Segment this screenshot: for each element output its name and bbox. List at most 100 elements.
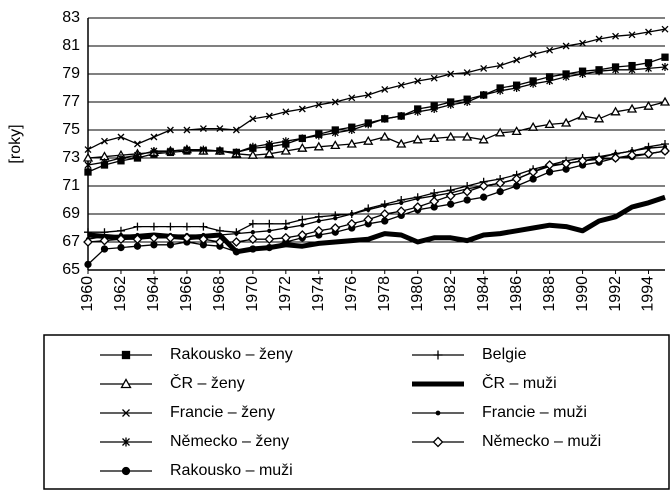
- marker: [264, 148, 275, 158]
- marker: [546, 46, 554, 54]
- marker: [282, 137, 290, 146]
- marker: [463, 98, 471, 106]
- series: [84, 25, 669, 154]
- marker: [265, 140, 273, 148]
- marker: [595, 67, 603, 76]
- marker: [660, 146, 670, 156]
- marker: [282, 108, 290, 116]
- marker: [181, 232, 192, 243]
- marker: [265, 219, 274, 228]
- line: [87, 66, 666, 166]
- marker: [396, 206, 407, 217]
- marker: [513, 84, 521, 92]
- marker: [150, 147, 158, 155]
- marker: [432, 436, 444, 448]
- marker: [480, 91, 488, 99]
- marker: [84, 260, 92, 269]
- marker: [249, 142, 257, 151]
- marker: [232, 126, 240, 134]
- marker: [366, 207, 371, 212]
- y-tick-label: 69: [62, 205, 80, 222]
- marker: [364, 91, 372, 99]
- marker: [529, 50, 537, 58]
- marker: [182, 222, 191, 231]
- marker: [544, 119, 555, 129]
- marker: [661, 25, 669, 33]
- marker: [298, 105, 306, 113]
- marker: [363, 135, 374, 145]
- legend-box: [43, 334, 670, 490]
- marker: [232, 148, 240, 157]
- marker: [298, 215, 307, 224]
- marker: [612, 32, 620, 40]
- marker: [562, 72, 570, 81]
- marker: [231, 237, 242, 247]
- x-tick-label: 1988: [541, 276, 558, 312]
- marker: [496, 86, 504, 95]
- marker: [165, 232, 176, 243]
- marker: [217, 232, 223, 238]
- marker: [315, 101, 323, 109]
- marker: [283, 225, 288, 231]
- marker: [280, 145, 291, 155]
- x-tick-label: 1986: [508, 276, 525, 312]
- marker: [121, 350, 131, 360]
- marker: [430, 74, 438, 82]
- marker: [661, 53, 669, 61]
- series: [83, 146, 670, 247]
- marker: [379, 209, 390, 219]
- marker: [349, 211, 354, 217]
- marker: [529, 79, 537, 88]
- marker: [447, 100, 455, 109]
- marker: [199, 222, 208, 231]
- marker: [478, 134, 489, 144]
- marker: [433, 350, 443, 360]
- marker: [84, 168, 92, 176]
- x-tick-label: 1966: [178, 276, 195, 312]
- marker: [149, 222, 158, 231]
- marker: [643, 100, 654, 110]
- y-tick-label: 67: [62, 233, 80, 250]
- marker: [199, 125, 207, 133]
- marker: [333, 216, 338, 221]
- line: [88, 143, 666, 233]
- marker: [579, 39, 587, 47]
- marker: [121, 466, 131, 476]
- x-tick-label: 1964: [145, 276, 162, 312]
- x-tick-label: 1978: [376, 276, 393, 312]
- marker: [462, 186, 473, 197]
- marker: [495, 127, 506, 137]
- x-tick-label: 1970: [244, 276, 261, 312]
- marker: [445, 131, 456, 141]
- marker: [248, 219, 257, 228]
- marker: [643, 148, 654, 159]
- marker: [214, 237, 225, 247]
- marker: [396, 138, 407, 148]
- marker: [132, 234, 143, 245]
- marker: [84, 228, 92, 237]
- y-tick-label: 81: [62, 37, 80, 54]
- marker: [480, 64, 488, 72]
- marker: [117, 154, 125, 162]
- marker: [316, 218, 321, 224]
- y-tick-label: 79: [62, 65, 80, 82]
- marker: [216, 125, 224, 133]
- y-tick-label: 83: [62, 9, 80, 26]
- x-tick-label: 1992: [607, 276, 624, 312]
- marker: [381, 85, 389, 93]
- y-tick-label: 71: [62, 177, 80, 194]
- marker: [577, 110, 588, 120]
- legend-label: ČR – ženy: [170, 373, 245, 392]
- marker: [593, 113, 605, 123]
- marker: [249, 115, 257, 123]
- x-tick-label: 1962: [112, 276, 129, 312]
- marker: [101, 158, 108, 167]
- x-tick-label: 1982: [442, 276, 459, 312]
- marker: [267, 228, 272, 233]
- marker: [297, 142, 308, 152]
- marker: [298, 134, 306, 143]
- marker: [463, 196, 471, 204]
- marker: [313, 141, 324, 151]
- marker: [363, 214, 374, 225]
